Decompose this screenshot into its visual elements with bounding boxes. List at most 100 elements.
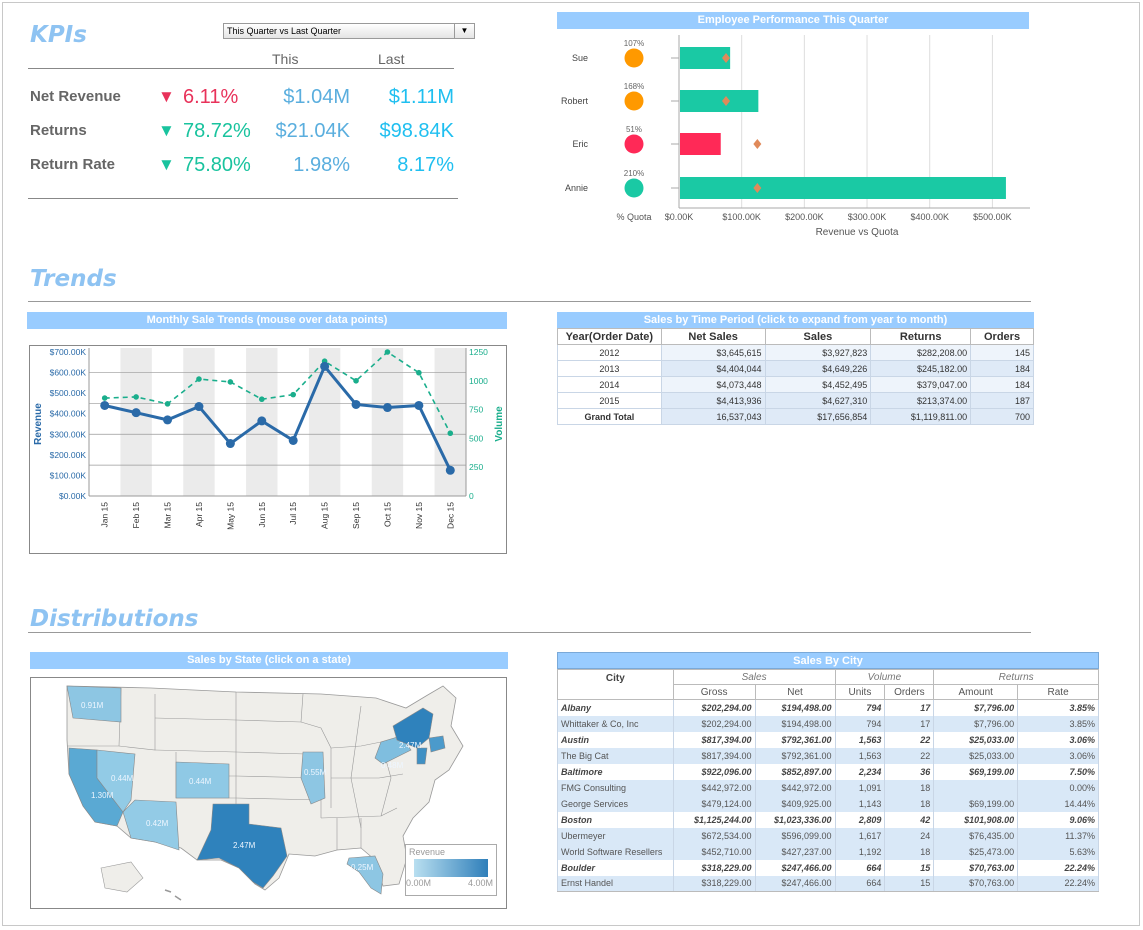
state-md[interactable]: [416, 747, 428, 765]
volume-point[interactable]: [133, 394, 139, 400]
emp-status-dot[interactable]: [624, 178, 644, 198]
revenue-point[interactable]: [445, 465, 455, 475]
table-row[interactable]: Boulder $318,229.00 $247,466.00 664 15 $70,76…: [557, 859, 1099, 876]
revenue-point[interactable]: [163, 415, 173, 425]
table-row[interactable]: George Services $479,124.00 $409,925.00 1,1…: [557, 795, 1099, 812]
emp-bar-robert[interactable]: [680, 90, 759, 112]
employee-performance-chart: $0.00K $100.00K $200.00K $300.00K $400.00K $5…: [561, 35, 1030, 238]
trend-band: [371, 348, 404, 496]
table-row[interactable]: World Software Resellers $452,710.00 $427,…: [557, 843, 1099, 860]
table-row[interactable]: The Big Cat $817,394.00 $792,361.00 1,563 22…: [557, 747, 1099, 764]
value-cell: 145: [970, 344, 1034, 361]
emp-name-eric: Eric: [573, 139, 589, 149]
trend-y-tick: $300.00K: [50, 429, 87, 439]
emp-quota-marker[interactable]: [722, 96, 731, 106]
emp-bar-annie[interactable]: [680, 177, 1006, 199]
state-az[interactable]: [122, 799, 180, 851]
revenue-point[interactable]: [351, 399, 361, 409]
table-row[interactable]: 2015 $4,413,936 $4,627,310 $213,374.00 187: [557, 392, 1034, 409]
col-gross[interactable]: Gross: [672, 684, 756, 700]
state-co[interactable]: [175, 761, 230, 799]
emp-quota-marker[interactable]: [753, 139, 762, 149]
emp-bar-eric[interactable]: [680, 133, 721, 155]
us-state-map[interactable]: 0.91M 1.30M 0.44M 0.44M 0.42M 2.47M 0.55…: [31, 678, 507, 909]
table-row[interactable]: Baltimore $922,096.00 $852,897.00 2,234 36 $6…: [557, 763, 1099, 780]
trends-divider: [28, 301, 1031, 302]
col-returns[interactable]: Returns: [870, 328, 972, 345]
emp-quota-marker[interactable]: [753, 183, 762, 193]
table-row[interactable]: FMG Consulting $442,972.00 $442,972.00 1,09…: [557, 779, 1099, 796]
value-cell: $792,361.00: [754, 747, 836, 764]
year-cell[interactable]: 2015: [557, 392, 662, 409]
col-net-sales[interactable]: Net Sales: [660, 328, 766, 345]
emp-x-tick: $400.00K: [910, 212, 949, 222]
col-orders-city[interactable]: Orders: [884, 684, 935, 700]
volume-point[interactable]: [196, 376, 202, 382]
table-row[interactable]: Boston $1,125,244.00 $1,023,336.00 2,809 42 $…: [557, 811, 1099, 828]
table-row[interactable]: 2014 $4,073,448 $4,452,495 $379,047.00 184: [557, 376, 1034, 393]
emp-quota-marker[interactable]: [722, 53, 731, 63]
volume-point[interactable]: [101, 395, 108, 401]
volume-point[interactable]: [258, 396, 265, 403]
state-fl[interactable]: [346, 855, 384, 895]
col-city[interactable]: City: [557, 669, 674, 700]
table-row[interactable]: Austin $817,394.00 $792,361.00 1,563 22 $25,0…: [557, 731, 1099, 748]
emp-status-dot[interactable]: [624, 134, 644, 154]
revenue-point[interactable]: [225, 439, 235, 449]
grand-total-label: Grand Total: [557, 408, 662, 425]
emp-bar-sue[interactable]: [680, 47, 731, 69]
value-cell: 3.06%: [1017, 731, 1099, 748]
col-year[interactable]: Year(Order Date): [557, 328, 662, 345]
state-il[interactable]: [300, 751, 326, 805]
revenue-point[interactable]: [257, 416, 267, 426]
value-cell: 42: [884, 811, 935, 828]
city-cell: George Services: [557, 795, 674, 812]
state-hi[interactable]: [164, 889, 182, 901]
state-wa[interactable]: [66, 685, 122, 723]
emp-status-dot[interactable]: [624, 48, 644, 68]
col-orders[interactable]: Orders: [970, 328, 1034, 345]
table-row[interactable]: 2012 $3,645,615 $3,927,823 $282,208.00 145: [557, 344, 1034, 361]
state-tx[interactable]: [196, 803, 288, 889]
volume-point[interactable]: [227, 379, 234, 385]
volume-point[interactable]: [447, 430, 454, 437]
col-rate[interactable]: Rate: [1017, 684, 1099, 700]
table-row[interactable]: 2013 $4,404,044 $4,649,226 $245,182.00 184: [557, 360, 1034, 377]
col-amount[interactable]: Amount: [933, 684, 1019, 700]
label-ny: 2.47M: [399, 741, 422, 750]
col-sales[interactable]: Sales: [764, 328, 872, 345]
volume-point[interactable]: [290, 391, 297, 398]
revenue-point[interactable]: [100, 400, 110, 410]
revenue-point[interactable]: [414, 400, 424, 410]
revenue-point[interactable]: [320, 361, 330, 371]
year-cell[interactable]: 2013: [557, 360, 662, 377]
value-cell: $76,435.00: [933, 827, 1019, 844]
year-cell[interactable]: 2014: [557, 376, 662, 393]
state-nv[interactable]: [96, 749, 136, 813]
revenue-point[interactable]: [288, 435, 298, 445]
table-row[interactable]: Ernst Handel $318,229.00 $247,466.00 664 15 $…: [557, 875, 1099, 892]
year-cell[interactable]: 2012: [557, 344, 662, 361]
volume-point[interactable]: [353, 378, 359, 384]
revenue-point[interactable]: [382, 403, 392, 413]
col-units[interactable]: Units: [834, 684, 886, 700]
trend-y2-tick: 250: [469, 462, 483, 472]
revenue-point[interactable]: [131, 408, 141, 418]
revenue-point[interactable]: [194, 402, 204, 412]
emp-pct-quota: 107%: [624, 39, 644, 48]
volume-point[interactable]: [416, 369, 422, 376]
table-row[interactable]: Whittaker & Co, Inc $202,294.00 $194,498.0…: [557, 715, 1099, 732]
table-row[interactable]: Albany $202,294.00 $194,498.00 794 17 $7,796.…: [557, 699, 1099, 716]
value-cell: 2,234: [834, 763, 886, 780]
state-ma[interactable]: [428, 735, 446, 753]
emp-status-dot[interactable]: [624, 91, 644, 111]
state-ak[interactable]: [100, 861, 144, 893]
chevron-down-icon[interactable]: ▼: [454, 24, 474, 38]
volume-point[interactable]: [164, 401, 171, 407]
period-dropdown[interactable]: This Quarter vs Last Quarter ▼: [223, 23, 475, 39]
volume-point[interactable]: [384, 349, 391, 355]
col-net[interactable]: Net: [754, 684, 836, 700]
value-cell: $4,649,226: [764, 360, 872, 377]
kpi-arrow-icon: ▼: [158, 155, 175, 174]
table-row[interactable]: Ubermeyer $672,534.00 $596,099.00 1,617 24 $7…: [557, 827, 1099, 844]
